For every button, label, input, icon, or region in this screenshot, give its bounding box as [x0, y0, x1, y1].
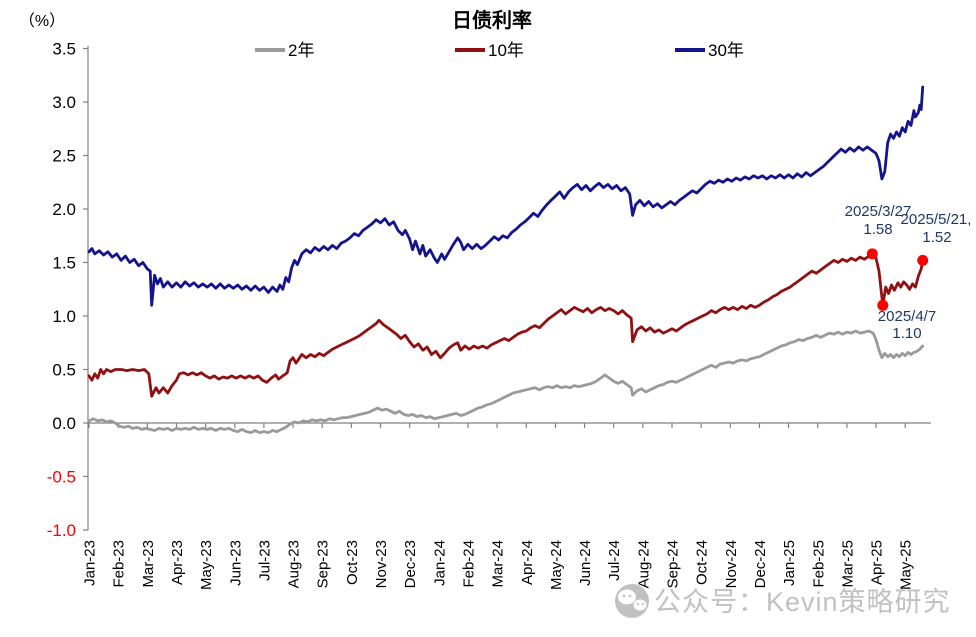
y-axis-labels: 3.5 3.0 2.5 2.0 1.5 1.0 0.5 0.0 -0.5 -1.0 — [47, 40, 76, 541]
x-tick-label: Jan-23 — [82, 540, 99, 586]
series-line-2y — [87, 329, 925, 435]
page-title: 日债利率 — [452, 8, 532, 32]
legend: 2年 10年 30年 — [255, 41, 744, 60]
y-tick-label: 1.5 — [52, 254, 76, 273]
x-tick-label: Feb-25 — [810, 540, 827, 588]
annotations: 2025/3/27 1.58 2025/5/21, 1.52 2025/4/7 … — [845, 203, 972, 342]
x-tick-label: May-24 — [548, 540, 565, 590]
axes — [83, 46, 931, 531]
x-tick-label: Mar-24 — [490, 540, 507, 588]
annotation-dots — [866, 248, 929, 311]
annotation-date-2: 2025/5/21, — [901, 211, 972, 228]
x-tick-label: May-23 — [198, 540, 215, 590]
x-tick-label: Apr-24 — [519, 540, 536, 585]
watermark-text: 公众号：Kevin策略研究 — [654, 587, 951, 617]
x-tick-label: Feb-23 — [111, 540, 128, 588]
x-tick-label: Nov-24 — [723, 540, 740, 588]
x-tick-label: Feb-24 — [460, 540, 477, 588]
x-tick-label: May-25 — [898, 540, 915, 590]
y-tick-label: 2.5 — [52, 147, 76, 166]
y-tick-label: 1.0 — [52, 307, 76, 326]
y-tick-label: -0.5 — [47, 468, 76, 487]
x-tick-label: Mar-25 — [839, 540, 856, 588]
x-tick-label: Mar-23 — [140, 540, 157, 588]
x-tick-label: Jan-24 — [431, 540, 448, 586]
x-tick-label: Oct-24 — [694, 540, 711, 585]
wechat-icon — [615, 584, 649, 618]
x-tick-label: Apr-23 — [169, 540, 186, 585]
x-tick-label: Aug-23 — [286, 540, 303, 588]
y-tick-label: -1.0 — [47, 521, 76, 540]
x-tick-label: Oct-23 — [344, 540, 361, 585]
legend-label-10y: 10年 — [488, 41, 524, 60]
x-tick-label: Sep-23 — [315, 540, 332, 588]
annotation-value-2: 1.52 — [922, 229, 951, 246]
x-tick-label: Jun-23 — [227, 540, 244, 586]
legend-label-30y: 30年 — [708, 41, 744, 60]
x-tick-label: Aug-24 — [635, 540, 652, 588]
x-tick-label: Nov-23 — [373, 540, 390, 588]
y-tick-label: 3.5 — [52, 40, 76, 59]
annotation-dot-2 — [917, 254, 929, 266]
x-axis-labels: Jan-23 Feb-23 Mar-23 Apr-23 May-23 Jun-23 Jul-… — [82, 540, 915, 590]
x-tick-label: Jan-25 — [781, 540, 798, 586]
annotation-date-3: 2025/4/7 — [878, 308, 936, 325]
series-line-10y — [87, 252, 925, 398]
annotation-value-3: 1.10 — [892, 325, 921, 342]
x-tick-label: Jul-23 — [256, 540, 273, 581]
y-tick-label: 3.0 — [52, 93, 76, 112]
y-axis-unit-label: （%） — [19, 12, 65, 30]
x-tick-label: Dec-23 — [402, 540, 419, 588]
x-tick-label: Jun-24 — [577, 540, 594, 586]
y-tick-label: 0.0 — [52, 414, 76, 433]
x-tick-label: Jul-24 — [606, 540, 623, 581]
annotation-dot-1 — [866, 248, 878, 260]
series-lines — [87, 85, 925, 435]
y-tick-label: 0.5 — [52, 361, 76, 380]
x-tick-label: Dec-24 — [752, 540, 769, 588]
x-tick-label: Apr-25 — [869, 540, 886, 585]
annotation-date-1: 2025/3/27 — [845, 203, 912, 220]
watermark: 公众号：Kevin策略研究 — [615, 584, 951, 618]
series-line-30y — [87, 85, 925, 307]
legend-label-2y: 2年 — [288, 41, 314, 60]
y-tick-label: 2.0 — [52, 200, 76, 219]
x-tick-label: Sep-24 — [665, 540, 682, 588]
annotation-value-1: 1.58 — [863, 221, 892, 238]
annotation-dot-3 — [877, 299, 889, 311]
